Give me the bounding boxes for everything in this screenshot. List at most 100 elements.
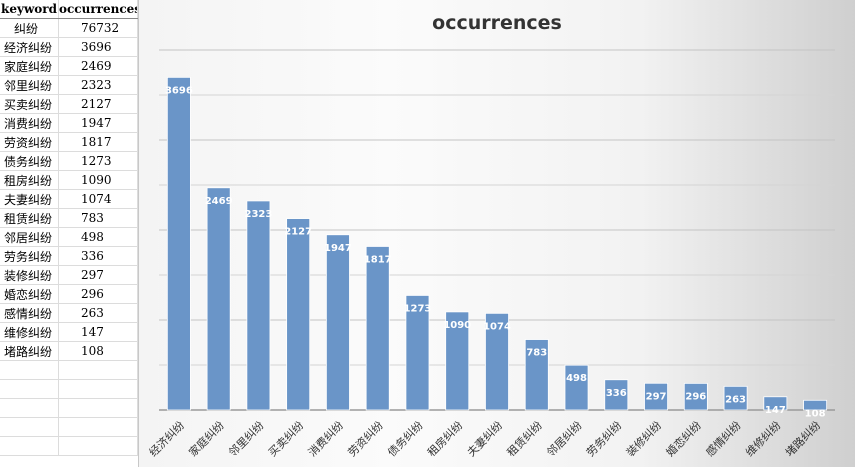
data-label: 108 xyxy=(805,408,826,419)
category-label: 家庭纠纷 xyxy=(186,418,227,459)
keyword-cell[interactable]: 劳务纠纷 xyxy=(0,246,59,266)
occurrences-cell[interactable]: 2127 xyxy=(58,94,138,114)
occurrences-cell[interactable]: 783 xyxy=(58,208,138,228)
bar-13 xyxy=(683,382,708,411)
keyword-cell[interactable]: 邻居纠纷 xyxy=(0,227,59,247)
empty-cell[interactable] xyxy=(0,417,59,437)
table-row: 劳务纠纷 336 xyxy=(0,246,138,266)
occurrences-cell[interactable]: 1074 xyxy=(58,189,138,209)
bar-11 xyxy=(604,379,629,411)
occurrences-cell[interactable]: 336 xyxy=(58,246,138,266)
data-label: 1074 xyxy=(483,321,511,332)
table-row: 消费纠纷 1947 xyxy=(0,113,138,133)
keyword-cell[interactable]: 邻里纠纷 xyxy=(0,75,59,95)
table-row: 维修纠纷 147 xyxy=(0,322,138,342)
bar-8 xyxy=(485,312,509,411)
keyword-cell[interactable]: 纠纷 xyxy=(0,18,59,38)
empty-cell[interactable] xyxy=(0,436,59,456)
category-label: 维修纠纷 xyxy=(742,418,783,459)
empty-cell[interactable] xyxy=(0,398,59,418)
keyword-cell[interactable]: 感情纠纷 xyxy=(0,303,59,323)
occurrences-cell[interactable]: 2469 xyxy=(58,56,138,76)
keyword-cell[interactable]: 维修纠纷 xyxy=(0,322,59,342)
category-label: 邻居纠纷 xyxy=(544,419,584,459)
spreadsheet-panel: keyword occurrences 纠纷 76732 经济纠纷 3696 家庭纠纷 246… xyxy=(0,0,139,467)
keyword-cell[interactable]: 装修纠纷 xyxy=(0,265,59,285)
table-row: 感情纠纷 263 xyxy=(0,303,138,323)
occurrences-cell[interactable]: 108 xyxy=(58,341,138,361)
bar-5 xyxy=(365,246,390,411)
bar-9 xyxy=(524,339,549,411)
occurrences-cell[interactable]: 147 xyxy=(58,322,138,342)
empty-cell[interactable] xyxy=(0,379,59,399)
table-row: 买卖纠纷 2127 xyxy=(0,94,138,114)
occurrences-cell[interactable]: 2323 xyxy=(58,75,138,95)
occurrences-cell[interactable]: 498 xyxy=(58,227,138,247)
category-label: 邻里纠纷 xyxy=(226,419,266,459)
empty-cell[interactable] xyxy=(58,360,138,380)
data-label: 2127 xyxy=(284,227,312,238)
data-label: 1090 xyxy=(443,320,471,331)
empty-cell[interactable] xyxy=(0,360,59,380)
bar-chart: occurrences 3696 经济纠纷 2469 家庭纠纷 2323 邻里纠纷 2127 买… xyxy=(139,0,855,467)
table-row: 邻里纠纷 2323 xyxy=(0,75,138,95)
bar-4 xyxy=(326,234,350,411)
empty-cell[interactable] xyxy=(58,398,138,418)
occurrences-cell[interactable]: 1090 xyxy=(58,170,138,190)
table-row: 租房纠纷 1090 xyxy=(0,170,138,190)
category-label: 劳务纠纷 xyxy=(584,419,624,459)
keyword-cell[interactable]: 夫妻纠纷 xyxy=(0,189,59,209)
keyword-cell[interactable]: 买卖纠纷 xyxy=(0,94,59,114)
table-row: 装修纠纷 297 xyxy=(0,265,138,285)
category-label: 劳资纠纷 xyxy=(346,419,386,459)
table-row: 纠纷 76732 xyxy=(0,18,138,38)
data-label: 783 xyxy=(526,348,547,359)
empty-cell[interactable] xyxy=(58,436,138,456)
table-header-row: keyword occurrences xyxy=(0,0,138,19)
empty-row xyxy=(0,417,138,437)
keyword-cell[interactable]: 堵路纠纷 xyxy=(0,341,59,361)
bar-2 xyxy=(246,200,271,411)
bar-3 xyxy=(286,218,311,411)
category-label: 租房纠纷 xyxy=(425,419,465,459)
keyword-cell[interactable]: 租赁纠纷 xyxy=(0,208,59,228)
occurrences-cell[interactable]: 263 xyxy=(58,303,138,323)
category-label: 感情纠纷 xyxy=(703,419,743,459)
keyword-cell[interactable]: 劳资纠纷 xyxy=(0,132,59,152)
empty-cell[interactable] xyxy=(58,379,138,399)
keyword-cell[interactable]: 经济纠纷 xyxy=(0,37,59,57)
column-header[interactable]: keyword xyxy=(0,0,59,19)
data-label: 2469 xyxy=(205,196,233,207)
data-label: 1947 xyxy=(324,243,352,254)
occurrences-cell[interactable]: 1273 xyxy=(58,151,138,171)
data-label: 498 xyxy=(566,373,587,384)
keyword-cell[interactable]: 家庭纠纷 xyxy=(0,56,59,76)
keyword-cell[interactable]: 租房纠纷 xyxy=(0,170,59,190)
column-header[interactable]: occurrences xyxy=(58,0,138,19)
bar-6 xyxy=(405,295,430,411)
category-label: 买卖纠纷 xyxy=(266,419,306,459)
empty-row xyxy=(0,379,138,399)
occurrences-cell[interactable]: 1947 xyxy=(58,113,138,133)
data-label: 297 xyxy=(646,391,667,402)
occurrences-cell[interactable]: 3696 xyxy=(58,37,138,57)
keyword-cell[interactable]: 债务纠纷 xyxy=(0,151,59,171)
occurrences-cell[interactable]: 1817 xyxy=(58,132,138,152)
bar-1 xyxy=(206,187,231,411)
table-row: 婚恋纠纷 296 xyxy=(0,284,138,304)
empty-cell[interactable] xyxy=(58,417,138,437)
keyword-cell[interactable]: 消费纠纷 xyxy=(0,113,59,133)
chart-canvas: occurrences 3696 经济纠纷 2469 家庭纠纷 2323 邻里纠纷 2127 买… xyxy=(146,12,835,459)
category-label: 夫妻纠纷 xyxy=(465,419,505,459)
occurrences-cell[interactable]: 296 xyxy=(58,284,138,304)
data-label: 296 xyxy=(685,391,706,402)
table-row: 邻居纠纷 498 xyxy=(0,227,138,247)
empty-row xyxy=(0,398,138,418)
occurrences-cell[interactable]: 76732 xyxy=(58,18,138,38)
bar-15 xyxy=(763,396,788,411)
keyword-cell[interactable]: 婚恋纠纷 xyxy=(0,284,59,304)
bar-7 xyxy=(445,311,470,411)
occurrences-cell[interactable]: 297 xyxy=(58,265,138,285)
empty-row xyxy=(0,436,138,456)
chart-title: occurrences xyxy=(432,12,562,34)
